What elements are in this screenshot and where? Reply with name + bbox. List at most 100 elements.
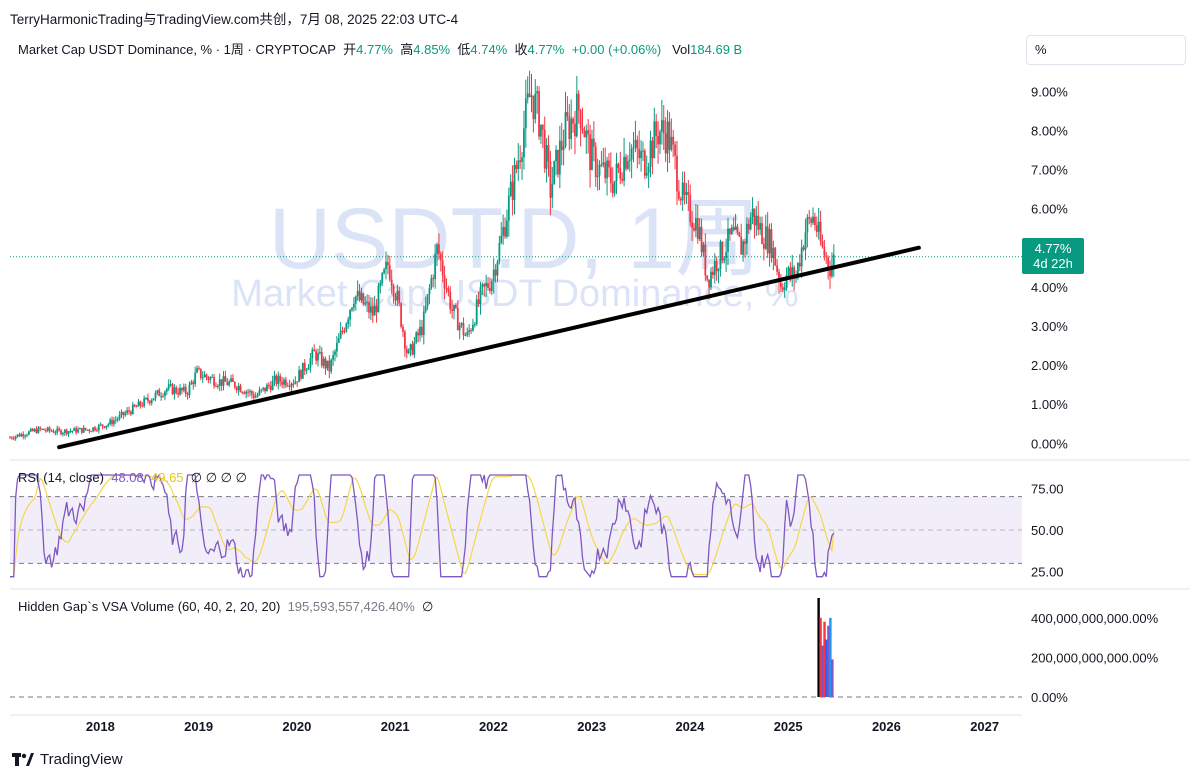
candle-body [120,411,123,415]
candle-body [358,290,361,301]
candle-body [43,428,45,431]
candle-body [18,434,21,437]
candle-body [721,241,724,261]
candle-body [643,150,646,176]
candle-body [148,400,151,404]
close-value: 4.77% [527,42,565,57]
candle-body [347,319,350,324]
time-tick-label: 2027 [970,719,999,734]
candle-body [504,226,506,237]
candle-body [162,396,164,398]
candle-body [581,128,584,131]
candle-body [99,424,102,426]
candle-body [179,387,181,395]
price-axis[interactable]: 9.00%8.00%7.00%6.00%5.00%4.00%3.00%2.00%… [1031,84,1068,451]
candle-body [186,393,189,396]
candle-body [691,222,693,228]
candle-body [109,419,112,425]
time-tick-label: 2024 [675,719,705,734]
candle-body [730,227,733,234]
candle-body [75,428,78,433]
candle-body [105,425,108,428]
candle-body [679,198,682,201]
candle-body [509,181,512,196]
candle-body [114,419,117,421]
candle-body [332,354,334,360]
candle-body [547,145,550,162]
candle-body [742,241,745,255]
candle-body [477,299,480,304]
price-tick-label: 8.00% [1031,123,1068,138]
candle-body [292,383,295,385]
candle-body [615,163,618,181]
candle-body [500,235,503,244]
candle-body [543,129,546,169]
candle-body [625,156,627,169]
candle-body [492,269,495,282]
vsa-bar [827,625,830,697]
candle-body [636,139,639,149]
candle-body [619,167,622,179]
vsa-bar [831,659,834,697]
candle-body [568,116,571,139]
rsi-tick-label: 25.00 [1031,565,1064,580]
candle-body [377,285,380,313]
rsi-legend[interactable]: RSI (14, close) 48.08 49.65 ∅ ∅ ∅ ∅ [18,470,247,486]
candle-body [335,342,338,352]
candle-body [356,290,359,297]
candle-body [611,183,614,194]
candle-body [666,121,669,154]
candle-body [806,217,809,233]
candle-body [812,216,814,223]
candle-body [445,288,448,290]
candle-body [415,332,418,343]
brand-logo[interactable]: TradingView [12,751,123,768]
candle-body [164,391,166,397]
time-axis[interactable]: 2018 2019 2020 2021 2022 2023 2024 2025 2026 2027 [86,719,999,734]
candle-body [772,247,775,259]
candle-body [67,431,70,435]
candle-body [343,330,346,332]
candle-body [309,358,312,368]
candle-body [245,391,248,394]
candle-body [211,377,214,379]
candle-body [239,385,242,392]
candle-body [596,175,599,178]
price-tick-label: 1.00% [1031,397,1068,412]
candle-body [294,381,297,384]
candle-body [789,267,792,277]
unit-selector[interactable]: % [1026,35,1186,65]
candle-body [555,149,557,162]
candle-body [768,229,771,254]
candle-body [685,192,688,195]
candle-body [436,244,438,255]
candle-body [422,311,425,336]
candle-body [403,331,406,349]
price-tag-value: 4.77% [1035,241,1072,256]
candle-body [575,93,578,137]
candle-body [413,342,416,355]
candle-body [103,426,106,428]
candle-body [279,375,282,382]
open-label: 开 [343,42,357,57]
candle-body [664,133,667,154]
candle-body [184,386,187,394]
candle-body [630,148,633,160]
candle-body [351,307,353,311]
candle-body [337,338,340,343]
price-tag [1022,238,1084,274]
vsa-legend[interactable]: Hidden Gap`s VSA Volume (60, 40, 2, 20, … [18,599,433,615]
candle-body [451,309,454,311]
candle-body [79,428,81,430]
candle-body [82,427,85,433]
symbol-name[interactable]: Market Cap USDT Dominance, % · 1周 · CRYP… [18,42,336,57]
rsi-tick-label: 50.00 [1031,523,1064,538]
candle-body [672,136,675,145]
candle-body [749,216,752,230]
vsa-bar [823,621,826,697]
candle-body [609,167,612,184]
candle-body [124,413,127,416]
candle-body [300,370,302,379]
time-tick-label: 2020 [282,719,311,734]
trendline[interactable] [57,245,921,450]
